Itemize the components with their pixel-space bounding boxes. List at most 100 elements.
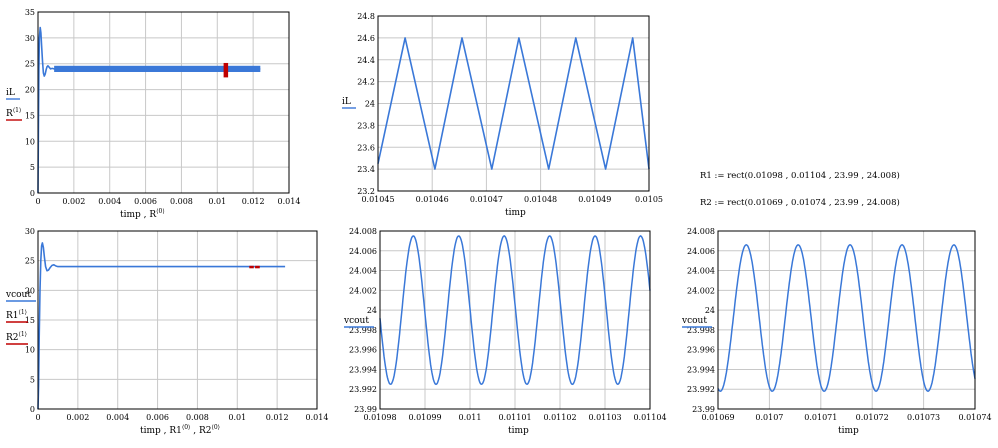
y-tick-label: 23.99 xyxy=(692,405,715,414)
y-tick-label: 24 xyxy=(365,100,375,109)
y-tick-label: 23.99 xyxy=(354,405,377,414)
legend-label: R1⟨1⟩ xyxy=(6,309,27,321)
x-tick-label: 0.008 xyxy=(170,197,193,206)
y-tick-label: 24.4 xyxy=(357,56,375,65)
series-vcout xyxy=(717,243,976,392)
x-tick-label: 0.01 xyxy=(208,197,226,206)
x-tick-label: 0.01101 xyxy=(498,413,531,422)
x-axis-label: timp xyxy=(508,426,529,436)
y-tick-label: 23.994 xyxy=(349,365,377,374)
x-tick-label: 0.01045 xyxy=(361,195,394,204)
y-tick-label: 23.992 xyxy=(687,385,715,394)
y-tick-label: 0 xyxy=(30,189,35,198)
x-tick-label: 0.01047 xyxy=(470,195,503,204)
y-tick-label: 0 xyxy=(30,405,35,414)
x-tick-label: 0.01048 xyxy=(524,195,557,204)
x-tick-label: 0.01102 xyxy=(543,413,576,422)
legend-label: vcout xyxy=(5,290,31,300)
series-iL xyxy=(377,37,650,170)
x-tick-label: 0.014 xyxy=(306,413,329,422)
y-tick-label: 23.2 xyxy=(357,187,375,196)
formula-r1[interactable]: R1 := rect(0.01098 , 0.01104 , 23.99 , 2… xyxy=(700,171,900,181)
plot-frame xyxy=(377,15,650,192)
y-tick-label: 23.998 xyxy=(687,326,715,335)
plot-2: 0.01045 0.01046 0.01047 0.01048 0.01049 0.010… xyxy=(342,12,663,218)
y-tick-label: 24.008 xyxy=(687,227,715,236)
x-tick-label: 0.004 xyxy=(106,413,129,422)
y-tick-label: 24.004 xyxy=(687,267,715,276)
x-axis-label: timp xyxy=(505,208,526,218)
x-tick-label: 0.01 xyxy=(228,413,246,422)
y-tick-label: 24 xyxy=(705,306,715,315)
y-tick-label: 24.002 xyxy=(349,286,377,295)
y-tick-label: 24.008 xyxy=(349,227,377,236)
y-tick-label: 24.2 xyxy=(357,78,375,87)
plot-1: 0 0.002 0.004 0.006 0.008 0.01 0.012 0.014 0 5 10 1… xyxy=(6,8,300,220)
y-tick-label: 23.996 xyxy=(349,346,377,355)
x-tick-label: 0.008 xyxy=(186,413,209,422)
formula-r2[interactable]: R2 := rect(0.01069 , 0.01074 , 23.99 , 2… xyxy=(700,198,900,208)
legend-label: iL xyxy=(6,88,15,98)
y-tick-label: 24.6 xyxy=(357,34,375,43)
plot-frame xyxy=(717,230,976,410)
x-axis-label: timp , R1⟨0⟩ , R2⟨0⟩ xyxy=(140,424,220,436)
x-tick-label: 0.0107 xyxy=(755,413,783,422)
series-iL xyxy=(37,26,261,194)
x-tick-label: 0.01103 xyxy=(588,413,621,422)
y-tick-label: 23.992 xyxy=(349,385,377,394)
y-tick-label: 5 xyxy=(30,163,35,172)
x-tick-label: 0.01073 xyxy=(907,413,940,422)
x-tick-label: 0 xyxy=(35,413,40,422)
legend-label: R2⟨1⟩ xyxy=(6,331,27,343)
plot-3: 0 0.002 0.004 0.006 0.008 0.01 0.012 0.014 0 5 10 1… xyxy=(5,227,328,436)
y-tick-label: 23.4 xyxy=(357,165,375,174)
plot-frame xyxy=(37,11,290,194)
x-tick-label: 0.01074 xyxy=(958,413,991,422)
x-tick-label: 0.014 xyxy=(278,197,301,206)
y-tick-label: 5 xyxy=(30,375,35,384)
x-tick-label: 0.01071 xyxy=(804,413,837,422)
legend-label: iL xyxy=(342,97,351,107)
y-tick-label: 23.998 xyxy=(349,326,377,335)
x-tick-label: 0.01049 xyxy=(578,195,611,204)
x-tick-label: 0.01069 xyxy=(701,413,734,422)
x-tick-label: 0.004 xyxy=(98,197,121,206)
y-tick-label: 15 xyxy=(25,111,35,120)
plot-4: 0.01098 0.01099 0.011 0.01101 0.01102 0.01103… xyxy=(343,227,667,436)
legend-label: vcout xyxy=(681,316,707,326)
y-tick-label: 23.8 xyxy=(357,121,375,130)
y-tick-label: 23.996 xyxy=(687,346,715,355)
y-tick-label: 24.006 xyxy=(687,247,715,256)
x-tick-label: 0.01046 xyxy=(416,195,449,204)
y-tick-label: 35 xyxy=(25,8,35,17)
legend-label: vcout xyxy=(343,316,369,326)
x-tick-label: 0.002 xyxy=(66,413,89,422)
x-tick-label: 0.01098 xyxy=(363,413,396,422)
y-tick-label: 25 xyxy=(25,257,35,266)
y-tick-label: 24.8 xyxy=(357,12,375,21)
y-tick-label: 30 xyxy=(25,34,35,43)
x-tick-label: 0.006 xyxy=(134,197,157,206)
x-tick-label: 0.002 xyxy=(62,197,85,206)
x-tick-label: 0.01072 xyxy=(856,413,889,422)
x-tick-label: 0.01099 xyxy=(408,413,441,422)
y-tick-label: 10 xyxy=(25,137,35,146)
y-tick-label: 25 xyxy=(25,60,35,69)
x-tick-label: 0.012 xyxy=(242,197,265,206)
y-tick-label: 24.006 xyxy=(349,247,377,256)
x-tick-label: 0.01104 xyxy=(633,413,666,422)
marker-R2 xyxy=(249,265,254,269)
x-tick-label: 0.011 xyxy=(459,413,482,422)
marker-R xyxy=(223,62,229,78)
plot-5: 0.01069 0.0107 0.01071 0.01072 0.01073 0.0107… xyxy=(681,227,992,436)
series-vcout xyxy=(379,235,651,386)
marker-R1 xyxy=(255,265,260,269)
y-tick-label: 24.004 xyxy=(349,267,377,276)
y-tick-label: 15 xyxy=(25,316,35,325)
y-tick-label: 10 xyxy=(25,346,35,355)
x-tick-label: 0.0105 xyxy=(635,195,663,204)
plot-frame xyxy=(37,230,318,410)
x-axis-label: timp , R⟨0⟩ xyxy=(120,208,165,220)
